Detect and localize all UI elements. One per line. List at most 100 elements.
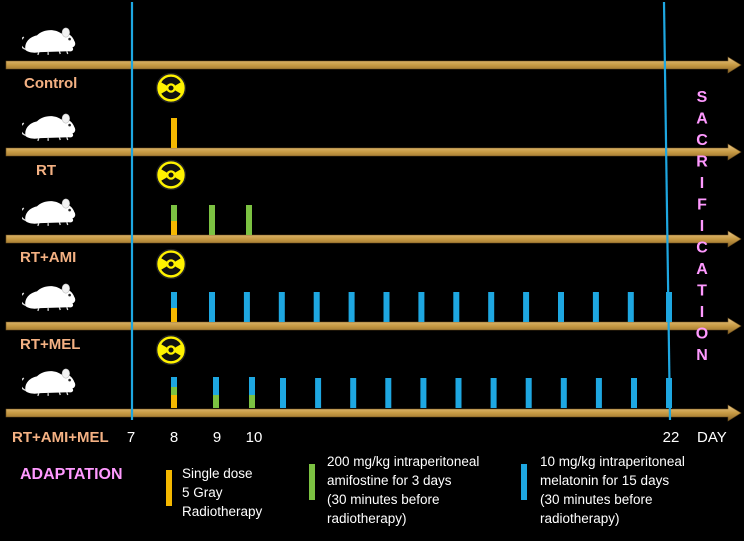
combo-mel-bar-day11 — [280, 378, 286, 408]
radiation-icon-2 — [155, 72, 187, 104]
mel-bar-day12 — [313, 292, 320, 322]
day-label-7: 7 — [127, 429, 135, 446]
mel-bar-day9 — [209, 292, 215, 322]
mel-bar-day14 — [383, 292, 390, 322]
radiation-icon-3 — [155, 159, 187, 191]
combo-ami-bar-day9 — [213, 395, 219, 408]
combo-mel-bar-day20 — [595, 378, 602, 408]
timeline-arrow-1 — [5, 56, 742, 74]
ami-bar-day8 — [171, 205, 177, 221]
combo-radiation-bar-day8 — [171, 395, 177, 408]
group-label-1: Control — [24, 75, 77, 92]
timeline-arrow-2 — [5, 143, 742, 161]
rat-icon-4 — [22, 283, 76, 312]
combo-mel-bar-day8 — [171, 377, 177, 387]
combo-mel-bar-day12 — [315, 378, 322, 408]
adaptation-label: ADAPTATION — [20, 466, 123, 483]
legend-line: 10 mg/kg intraperitoneal — [540, 454, 685, 469]
day-unit-label: DAY — [697, 429, 727, 446]
mel-bar-day22 — [666, 292, 672, 322]
day-label-10: 10 — [246, 429, 263, 446]
combo-mel-bar-day19 — [560, 378, 567, 408]
combo-mel-bar-day10 — [249, 377, 255, 395]
combo-mel-bar-day14 — [385, 378, 392, 408]
legend-line: radiotherapy) — [327, 511, 407, 526]
legend: ADAPTATION Single dose 5 Gray Radiotherapy 2… — [20, 454, 685, 526]
timeline-markers — [130, 1, 672, 421]
rat-icon-1 — [22, 27, 76, 56]
rt-mel-radiation-bar-day8 — [171, 308, 177, 322]
mel-bar-day15 — [418, 292, 425, 322]
ami-bar-day9 — [209, 205, 215, 235]
group-label-5: RT+AMI+MEL — [12, 429, 109, 446]
legend-line: melatonin for 15 days — [540, 473, 669, 488]
combo-mel-bar-day21 — [631, 378, 637, 408]
radiation-icon-4 — [155, 248, 187, 280]
sacrification-letter-12: O — [696, 326, 708, 343]
timeline-arrow-3 — [5, 230, 742, 248]
rat-icon-5 — [22, 368, 76, 397]
sacrification-letter-2: A — [696, 111, 708, 128]
day-label-9: 9 — [213, 429, 221, 446]
mel-bar-day8 — [171, 292, 177, 308]
mel-bar-day13 — [348, 292, 355, 322]
legend-swatch-radiotherapy — [166, 470, 172, 506]
combo-mel-bar-day16 — [455, 378, 462, 408]
mel-bar-day21 — [627, 292, 634, 322]
sacrification-letter-1: S — [697, 89, 708, 106]
radiation-icon-5 — [155, 334, 187, 366]
group-label-2: RT — [36, 162, 56, 179]
sacrification-letter-10: T — [697, 283, 707, 300]
legend-line: Radiotherapy — [182, 504, 263, 519]
group-label-3: RT+AMI — [20, 249, 76, 266]
mel-bar-day10 — [243, 292, 250, 322]
day-axis: 7 8 9 10 22 DAY — [127, 429, 727, 446]
legend-text-radiotherapy: Single dose 5 Gray Radiotherapy — [182, 466, 263, 519]
timeline-arrow-4 — [5, 317, 742, 335]
day-label-8: 8 — [170, 429, 178, 446]
legend-text-melatonin: 10 mg/kg intraperitoneal melatonin for 15… — [540, 454, 685, 526]
combo-ami-bar-day10 — [249, 395, 255, 408]
sacrification-letter-9: A — [696, 261, 708, 278]
group-labels: Control RT RT+AMI RT+MEL RT+AMI+MEL — [12, 75, 109, 446]
rt-bar-day8 — [171, 118, 177, 148]
sacrification-letter-4: R — [696, 154, 708, 171]
mel-bar-day16 — [453, 292, 460, 322]
legend-line: (30 minutes before — [540, 492, 653, 507]
sacrification-letter-11: I — [700, 304, 704, 321]
treatment-bars — [171, 118, 672, 408]
mel-bar-day19 — [558, 292, 564, 322]
mel-bar-day11 — [278, 292, 285, 322]
ami-bar-day10 — [246, 205, 252, 235]
sacrification-letter-8: C — [696, 240, 708, 257]
legend-line: Single dose — [182, 466, 253, 481]
rat-icon-2 — [22, 113, 76, 142]
group-label-4: RT+MEL — [20, 336, 80, 353]
mel-bar-day20 — [592, 292, 599, 322]
legend-line: radiotherapy) — [540, 511, 620, 526]
combo-mel-bar-day15 — [420, 378, 427, 408]
sacrification-letter-6: F — [697, 197, 707, 214]
timeline-arrows — [5, 56, 742, 422]
sacrification-letter-7: I — [700, 218, 704, 235]
timeline-arrow-5 — [5, 404, 742, 422]
legend-line: amifostine for 3 days — [327, 473, 452, 488]
mel-bar-day17 — [488, 292, 495, 322]
rat-icon-3 — [22, 198, 76, 227]
day-label-22: 22 — [663, 429, 680, 446]
combo-mel-bar-day9 — [213, 377, 219, 395]
mel-bar-day18 — [523, 292, 530, 322]
legend-line: 5 Gray — [182, 485, 223, 500]
combo-ami-bar-day8 — [171, 387, 177, 395]
end-day-line — [662, 1, 672, 421]
legend-text-amifostine: 200 mg/kg intraperitoneal amifostine for … — [327, 454, 479, 526]
legend-swatch-melatonin — [521, 464, 527, 500]
sacrification-letter-5: I — [700, 175, 704, 192]
legend-swatch-amifostine — [309, 464, 315, 500]
legend-line: 200 mg/kg intraperitoneal — [327, 454, 479, 469]
combo-mel-bar-day22 — [666, 378, 672, 408]
combo-mel-bar-day17 — [490, 378, 497, 408]
